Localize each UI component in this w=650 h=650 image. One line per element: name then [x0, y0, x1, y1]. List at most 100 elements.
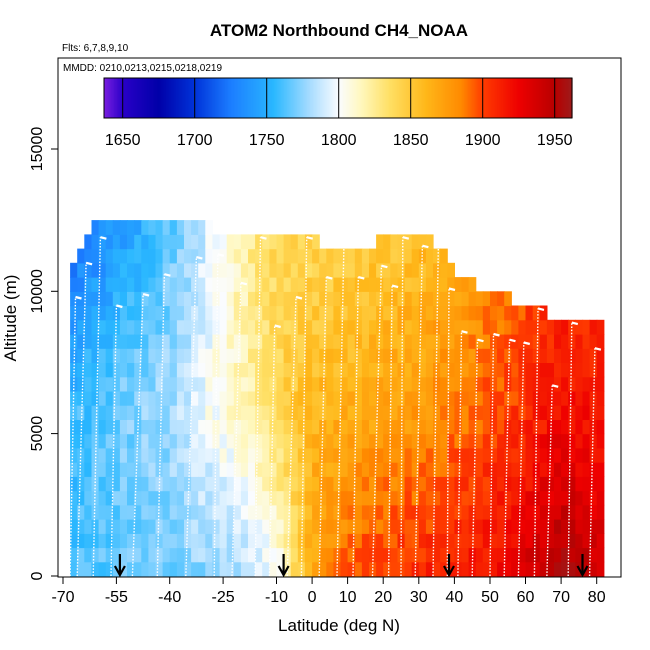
heatmap-cell [112, 533, 121, 549]
flight-profile [286, 296, 297, 577]
heatmap-cell [162, 490, 171, 506]
heatmap-cell [219, 547, 228, 563]
heatmap-cell [91, 305, 100, 321]
colorbar-swatch [302, 78, 305, 118]
colorbar-swatch [104, 78, 107, 118]
heatmap-cell [404, 504, 413, 520]
heatmap-cell [333, 248, 342, 264]
colorbar-swatch [520, 78, 523, 118]
heatmap-cell [425, 376, 434, 392]
heatmap-cell [354, 476, 363, 492]
heatmap-cell [333, 277, 342, 292]
heatmap-cell [532, 305, 541, 321]
heatmap-cell [411, 376, 420, 392]
colorbar-swatch [119, 78, 122, 118]
heatmap-cell [134, 504, 142, 520]
heatmap-cell [340, 405, 349, 420]
heatmap-cell [240, 262, 249, 278]
colorbar-swatch [380, 78, 383, 118]
heatmap-cell [127, 277, 135, 292]
heatmap-cell [127, 462, 135, 477]
heatmap-cell [546, 447, 555, 463]
heatmap-cell [411, 476, 420, 492]
colorbar-swatch [501, 78, 504, 118]
heatmap-cell [333, 419, 342, 435]
heatmap-cell [390, 561, 398, 577]
heatmap-cell [283, 547, 292, 563]
colorbar-swatch [301, 78, 304, 118]
heatmap-cell [582, 348, 591, 363]
heatmap-cell [262, 319, 270, 335]
heatmap-cell [148, 561, 157, 577]
flight-level-leg [116, 304, 123, 309]
heatmap-cell [105, 390, 114, 406]
heatmap-cell [532, 504, 541, 520]
heatmap-cell [568, 390, 576, 406]
heatmap-cell [440, 334, 448, 349]
heatmap-cell [504, 376, 512, 392]
heatmap-cell [418, 348, 427, 363]
heatmap-cell [283, 376, 292, 392]
heatmap-cell [397, 277, 406, 292]
colorbar-swatch [318, 78, 321, 118]
colorbar-swatch [155, 78, 158, 118]
heatmap-cell [304, 291, 313, 307]
heatmap-cell [269, 277, 278, 292]
heatmap-cell [532, 561, 541, 577]
heatmap-cell [425, 533, 434, 549]
heatmap-cell [589, 362, 598, 378]
colorbar-swatch [173, 78, 176, 118]
heatmap-cell [134, 319, 142, 335]
heatmap-cell [184, 305, 192, 321]
heatmap-cell [504, 533, 512, 549]
heatmap-cell [447, 490, 455, 506]
heatmap-cell [84, 291, 92, 307]
heatmap-cell [354, 248, 363, 264]
heatmap-cell [240, 533, 249, 549]
flight-level-leg [537, 307, 545, 311]
heatmap-cell [162, 262, 171, 278]
flight-level-leg [461, 330, 468, 334]
colorbar-swatch [440, 78, 443, 118]
heatmap-cell [184, 533, 192, 549]
heatmap-cell [191, 476, 199, 492]
heatmap-cell [418, 405, 427, 420]
heatmap-cell [589, 348, 598, 363]
heatmap-cell [554, 362, 562, 378]
heatmap-cell [70, 561, 78, 577]
heatmap-cell [119, 319, 128, 335]
colorbar-swatch [451, 78, 454, 118]
heatmap-cell [91, 291, 100, 307]
heatmap-cell [440, 519, 448, 534]
heatmap-cell [169, 447, 178, 463]
heatmap-cell [119, 220, 128, 235]
colorbar-swatch [186, 78, 189, 118]
colorbar-swatch [307, 78, 310, 118]
heatmap-cell [340, 390, 349, 406]
heatmap-cell [162, 348, 171, 363]
heatmap-cell [233, 433, 242, 449]
heatmap-cell [347, 305, 356, 321]
heatmap-cell [233, 419, 242, 435]
heatmap-cell [226, 376, 235, 392]
heatmap-cell [546, 362, 555, 378]
heatmap-cell [198, 390, 206, 406]
colorbar-swatch [446, 78, 449, 118]
heatmap-cell [312, 234, 320, 250]
heatmap-cell [589, 447, 598, 463]
heatmap-cell [376, 561, 384, 577]
flight-level-leg [295, 295, 303, 300]
colorbar-swatch [250, 78, 253, 118]
heatmap-cell [169, 234, 178, 250]
heatmap-cell [568, 447, 576, 463]
heatmap-cell [582, 476, 591, 492]
flight-profile [231, 282, 242, 577]
colorbar-swatch [528, 78, 531, 118]
heatmap-cell [482, 419, 491, 435]
heatmap-cell [575, 348, 584, 363]
heatmap-cell [539, 405, 548, 420]
heatmap-cell [290, 504, 299, 520]
heatmap-cell [184, 234, 192, 250]
heatmap-cell [369, 277, 377, 292]
heatmap-cell [425, 348, 434, 363]
